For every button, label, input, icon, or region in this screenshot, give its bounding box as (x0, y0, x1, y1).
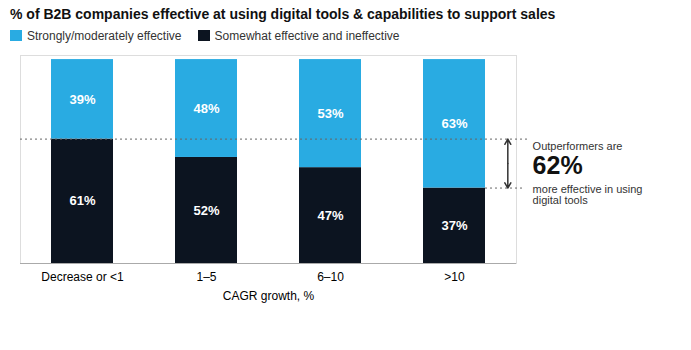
svg-text:48%: 48% (193, 100, 219, 115)
svg-text:6–10: 6–10 (317, 270, 344, 284)
svg-text:37%: 37% (441, 218, 467, 233)
html-text:Somewhat effective and ineffec: Somewhat effective and ineffective (214, 28, 400, 43)
svg-text:Decrease or <1: Decrease or <1 (41, 270, 124, 284)
svg-text:62%: 62% (533, 151, 583, 179)
svg-text:Outperformers are: Outperformers are (532, 139, 623, 152)
svg-text:63%: 63% (441, 116, 467, 131)
svg-text:52%: 52% (193, 202, 219, 217)
svg-text:39%: 39% (69, 91, 95, 106)
svg-text:1–5: 1–5 (196, 270, 216, 284)
svg-text:53%: 53% (317, 106, 343, 121)
svg-text:CAGR growth, %: CAGR growth, % (223, 288, 315, 302)
html-text:% of B2B companies effective a: % of B2B companies effective at using di… (10, 6, 556, 22)
svg-text:>10: >10 (444, 270, 465, 284)
svg-text:61%: 61% (69, 193, 95, 208)
svg-text:47%: 47% (317, 208, 343, 223)
html-text:Strongly/moderately effective: Strongly/moderately effective (27, 28, 182, 43)
svg-text:more effective in usingdigital: more effective in usingdigital tools (533, 183, 643, 206)
